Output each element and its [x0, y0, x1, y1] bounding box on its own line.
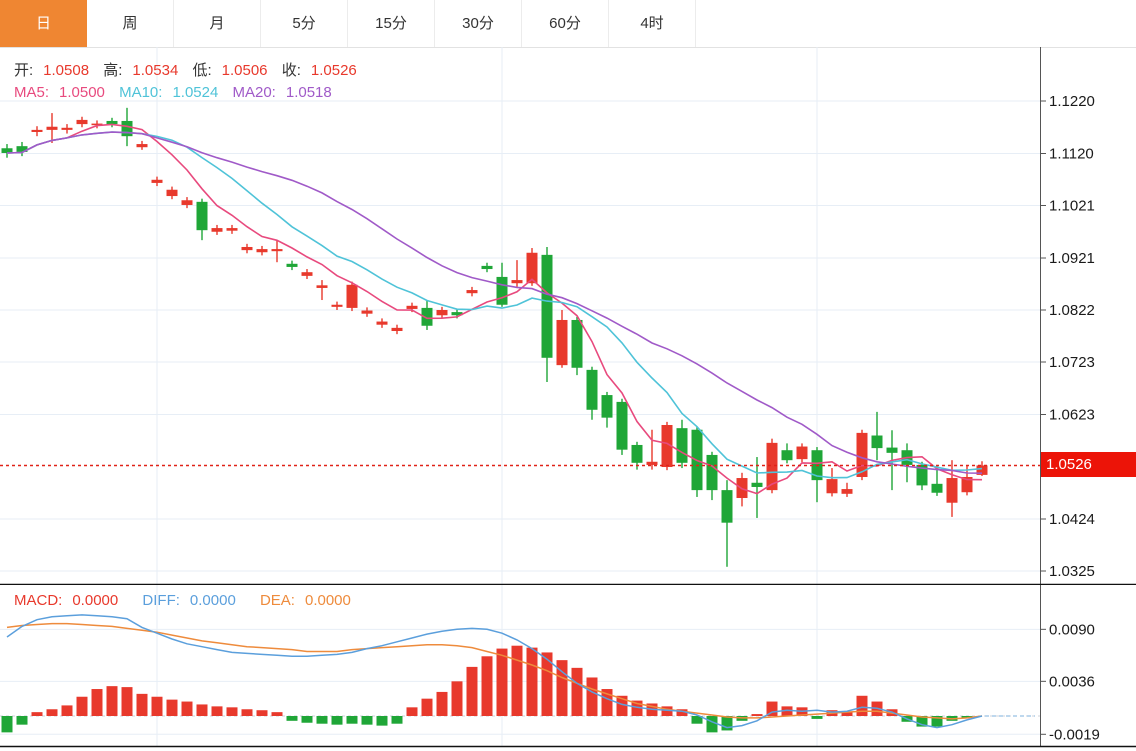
high-value: 1.0534	[132, 62, 179, 79]
tab-5分[interactable]: 5分	[261, 0, 348, 47]
dea-label: DEA: 0.0000	[259, 592, 351, 609]
macd-panel-chart[interactable]: 0.0090 0.0036 -0.0019	[0, 585, 1136, 751]
timeframe-tabbar: 日周月 5分 15分 30分 60分 4时	[0, 0, 1136, 48]
ma20-value: 1.0518	[285, 84, 332, 101]
ma10-value: 1.0524	[172, 84, 219, 101]
svg-text:1.0325: 1.0325	[1049, 563, 1095, 580]
tab-30分[interactable]: 30分	[435, 0, 522, 47]
high-label: 高:	[103, 62, 123, 79]
low-value: 1.0506	[221, 62, 268, 79]
ma-legend: MA5: 1.0500 MA10: 1.0524 MA20: 1.0518	[14, 84, 342, 101]
svg-text:1.1220: 1.1220	[1049, 93, 1095, 110]
svg-text:1.0623: 1.0623	[1049, 407, 1095, 424]
ma5-value: 1.0500	[59, 84, 105, 101]
diff-label: DIFF: 0.0000	[142, 592, 236, 609]
main-candlestick-chart[interactable]: 1.1220 1.1120 1.1021 1.0921 1.0822 1.0723 1.06…	[0, 47, 1136, 585]
svg-text:1.0822: 1.0822	[1049, 302, 1095, 319]
ma10-label: MA10:	[119, 84, 163, 101]
open-label: 开:	[14, 62, 34, 79]
svg-text:-0.0019: -0.0019	[1049, 726, 1100, 743]
ma20-label: MA20:	[232, 84, 276, 101]
last-price-badge: 1.0526	[1041, 452, 1136, 477]
svg-text:1.0424: 1.0424	[1049, 511, 1095, 528]
tab-60分[interactable]: 60分	[522, 0, 609, 47]
close-label: 收:	[281, 62, 301, 79]
svg-text:0.0036: 0.0036	[1049, 673, 1095, 690]
tab-周[interactable]: 周	[87, 0, 174, 47]
tab-4时[interactable]: 4时	[609, 0, 696, 47]
svg-text:1.1120: 1.1120	[1049, 146, 1094, 163]
low-label: 低:	[192, 62, 212, 79]
svg-text:1.1021: 1.1021	[1049, 198, 1095, 215]
svg-text:0.0090: 0.0090	[1049, 621, 1095, 638]
tab-月[interactable]: 月	[174, 0, 261, 47]
open-value: 1.0508	[43, 62, 90, 79]
svg-text:1.0921: 1.0921	[1049, 250, 1095, 267]
macd-label: MACD: 0.0000	[14, 592, 119, 609]
tab-15分[interactable]: 15分	[348, 0, 435, 47]
svg-text:1.0723: 1.0723	[1049, 354, 1095, 371]
ma5-label: MA5:	[14, 84, 50, 101]
macd-legend: MACD: 0.0000 DIFF: 0.0000 DEA: 0.0000	[14, 592, 371, 609]
tab-日[interactable]: 日	[0, 0, 87, 47]
close-value: 1.0526	[310, 62, 357, 79]
ohlc-legend: 开: 1.0508 高: 1.0534 低: 1.0506 收: 1.0526	[14, 59, 367, 80]
